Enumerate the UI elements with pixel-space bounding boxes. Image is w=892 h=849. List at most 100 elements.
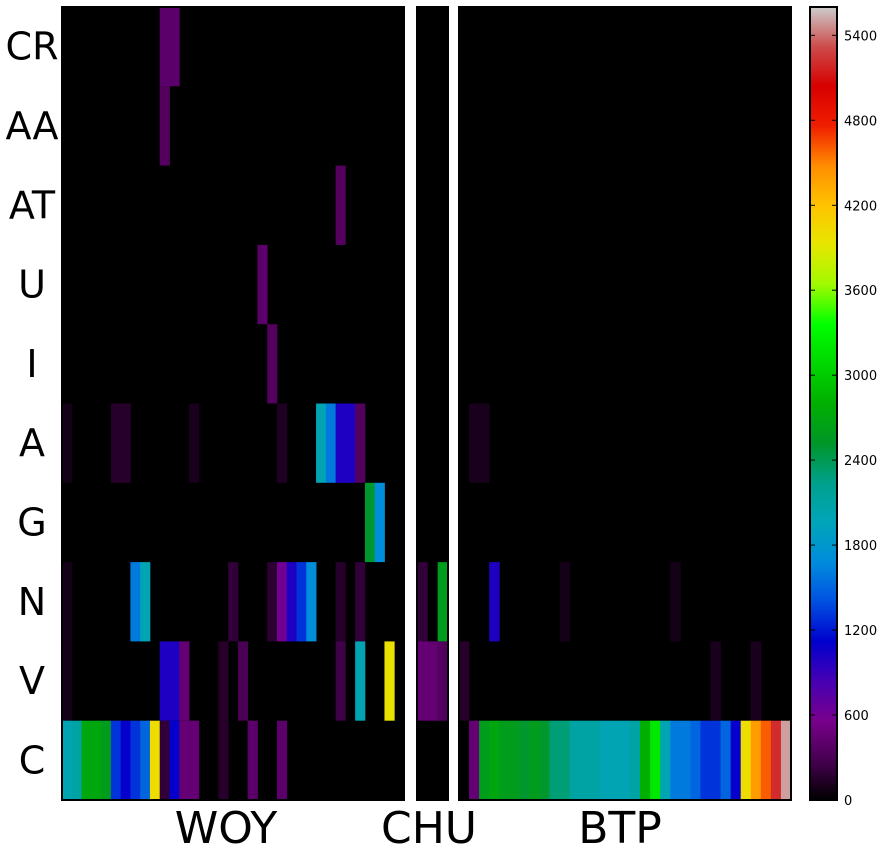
heatmap-cell <box>519 720 530 800</box>
heatmap-cell <box>296 562 307 642</box>
heatmap-cell <box>660 720 671 800</box>
heatmap-cell <box>539 720 550 800</box>
heatmap-cell <box>459 641 470 721</box>
heatmap-cell <box>417 562 428 642</box>
heatmap-cell <box>345 403 356 483</box>
panel-border <box>416 6 449 801</box>
heatmap-cell <box>179 720 190 800</box>
heatmap-cell <box>120 720 131 800</box>
heatmap-cell <box>169 641 180 721</box>
heatmap-cell <box>325 403 336 483</box>
heatmap-cell <box>750 641 762 721</box>
heatmap-cell <box>559 720 571 800</box>
heatmap-cell <box>720 720 732 800</box>
heatmap-cell <box>62 403 73 483</box>
heatmap-cell <box>62 562 73 642</box>
heatmap-cell <box>559 562 571 642</box>
heatmap-cell <box>218 720 229 800</box>
heatmap-cell <box>101 720 112 800</box>
heatmap-panels <box>61 6 792 801</box>
heatmap-cell <box>650 720 661 800</box>
row-label: V <box>19 659 45 703</box>
colorbar-tick-label: 2400 <box>844 454 877 469</box>
heatmap-cell <box>384 641 395 721</box>
heatmap-cell <box>619 720 631 800</box>
heatmap-cell <box>110 403 122 483</box>
row-label: U <box>18 263 46 307</box>
heatmap-cell <box>91 720 102 800</box>
heatmap-cell <box>427 641 439 721</box>
heatmap-cell <box>529 720 540 800</box>
heatmap-cell <box>62 641 73 721</box>
heatmap-cell <box>700 720 711 800</box>
panel-background <box>459 7 791 800</box>
heatmap-cell <box>710 720 721 800</box>
heatmap-cell <box>316 403 327 483</box>
heatmap-cell <box>670 720 681 800</box>
group-label-btp: BTP <box>578 803 662 849</box>
heatmap-cell <box>589 720 601 800</box>
heatmap-cell <box>489 720 500 800</box>
heatmap-cell <box>159 7 170 87</box>
panel-border <box>458 6 792 801</box>
heatmap-cell <box>680 720 691 800</box>
heatmap-cell <box>355 403 366 483</box>
heatmap-cell <box>169 720 180 800</box>
heatmap-cell <box>599 720 611 800</box>
heatmap-cell <box>469 403 480 483</box>
heatmap-cell <box>149 720 161 800</box>
heatmap-cell <box>159 720 170 800</box>
heatmap-cell <box>179 641 190 721</box>
row-label: G <box>17 500 46 544</box>
heatmap-cell <box>335 641 346 721</box>
heatmap-cell <box>549 720 561 800</box>
heatmap-cell <box>355 562 366 642</box>
colorbar-fill <box>809 6 838 801</box>
heatmap-cell <box>780 720 792 800</box>
heatmap-cell <box>237 641 249 721</box>
heatmap-cell <box>479 403 490 483</box>
colorbar-tick-label: 5400 <box>844 29 877 44</box>
group-labels: WOY CHU BTP <box>175 803 662 849</box>
colorbar: 0 600 1200 1800 2400 3000 3600 4200 4800 5400 <box>809 6 877 809</box>
heatmap-cell <box>609 720 621 800</box>
heatmap-cell <box>750 720 762 800</box>
heatmap-cell <box>690 720 701 800</box>
heatmap-cell <box>670 562 681 642</box>
row-label: AA <box>5 104 58 148</box>
heatmap-cell <box>189 403 200 483</box>
colorbar-tick-label: 4800 <box>844 114 877 129</box>
row-label: I <box>26 342 37 386</box>
row-label: N <box>18 580 46 624</box>
heatmap-cell <box>62 720 73 800</box>
panel-woy <box>61 6 405 801</box>
heatmap-cell <box>579 720 591 800</box>
heatmap-cell <box>355 641 366 721</box>
heatmap-cell <box>276 403 288 483</box>
heatmap-cell <box>740 720 752 800</box>
heatmap-cell <box>374 482 385 563</box>
heatmap-cell <box>71 720 82 800</box>
heatmap-cell <box>120 403 131 483</box>
heatmap-cell <box>437 641 449 721</box>
heatmap-cell <box>630 720 641 800</box>
colorbar-tick-label: 1200 <box>844 624 877 639</box>
heatmap-cell <box>267 562 278 642</box>
heatmap-cell <box>499 720 510 800</box>
group-label-chu: CHU <box>381 803 477 849</box>
heatmap-cell <box>335 165 346 245</box>
heatmap-cell <box>169 7 180 87</box>
heatmap-cell <box>569 720 581 800</box>
heatmap-cell <box>509 720 520 800</box>
heatmap-cell <box>640 720 651 800</box>
heatmap-cell <box>81 720 92 800</box>
heatmap-cell <box>770 720 782 800</box>
colorbar-tick-label: 4200 <box>844 199 877 214</box>
heatmap-cell <box>228 562 239 642</box>
heatmap-cell <box>130 562 141 642</box>
colorbar-ticks: 0 600 1200 1800 2400 3000 3600 4200 4800 5400 <box>810 29 877 809</box>
heatmap-cell <box>417 641 428 721</box>
group-label-woy: WOY <box>175 803 278 849</box>
heatmap-cell <box>335 562 346 642</box>
